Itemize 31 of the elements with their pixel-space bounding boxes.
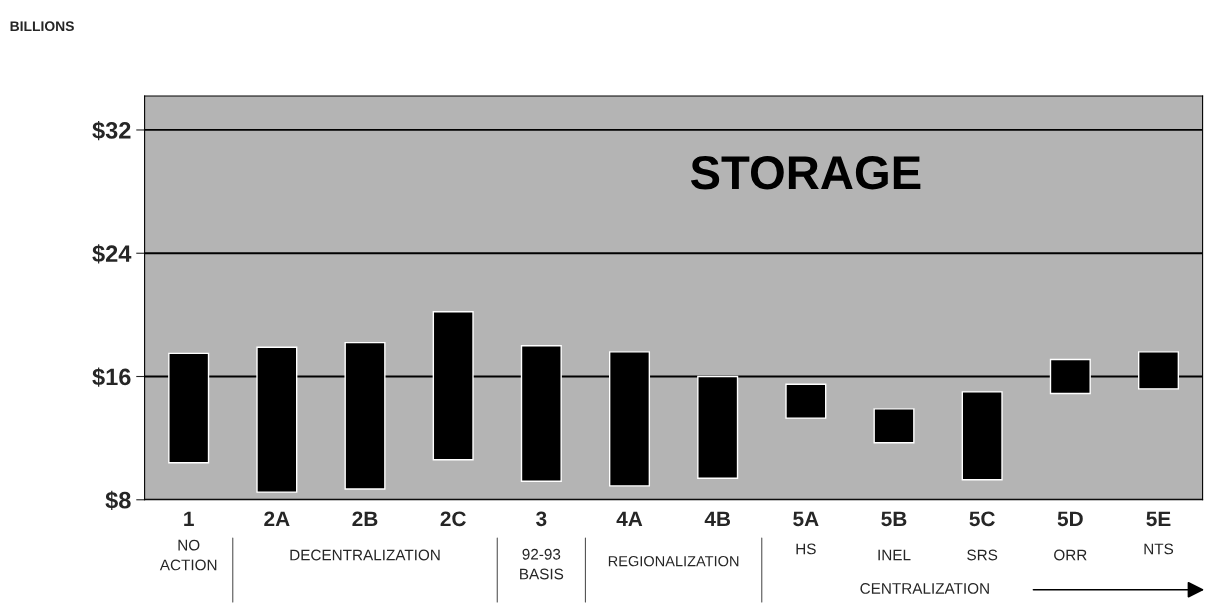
x-tick-label: 1 bbox=[184, 511, 194, 526]
x-tick-label: 4A bbox=[616, 511, 643, 526]
y-tick-label: $24 bbox=[92, 244, 132, 264]
text: SRS bbox=[967, 549, 998, 561]
x-tick-label: 5E bbox=[1146, 511, 1171, 527]
bar bbox=[961, 391, 1003, 481]
text: 92-93 BASIS bbox=[520, 548, 564, 580]
y-tick-label: $16 bbox=[92, 367, 131, 387]
text: CENTRALIZATION bbox=[860, 583, 989, 594]
text: HS bbox=[796, 543, 816, 555]
x-tick-label: 5A bbox=[793, 511, 819, 527]
y-tick-label: $32 bbox=[92, 120, 131, 141]
x-tick-label: 4B bbox=[704, 511, 731, 526]
x-tick-label: 2B bbox=[352, 511, 378, 526]
y-tick-label: $8 bbox=[105, 490, 131, 511]
text: NTS bbox=[1144, 543, 1174, 555]
bar bbox=[873, 408, 915, 444]
bar bbox=[785, 383, 827, 419]
text: INEL bbox=[878, 549, 911, 561]
text: ORR bbox=[1054, 549, 1087, 561]
x-tick-label: 5D bbox=[1057, 511, 1083, 527]
text: STORAGE bbox=[690, 156, 921, 190]
x-tick-label: 5B bbox=[881, 511, 907, 527]
text: NO ACTION bbox=[159, 539, 217, 571]
text: DECENTRALIZATION bbox=[290, 549, 440, 561]
x-tick-label: 2A bbox=[264, 511, 290, 526]
x-tick-label: 5C bbox=[969, 511, 995, 527]
text: REGIONALIZATION bbox=[608, 555, 739, 567]
x-tick-label: 3 bbox=[536, 511, 547, 527]
x-tick-label: 2C bbox=[440, 511, 466, 527]
y-axis-title: BILLIONS bbox=[10, 21, 74, 32]
